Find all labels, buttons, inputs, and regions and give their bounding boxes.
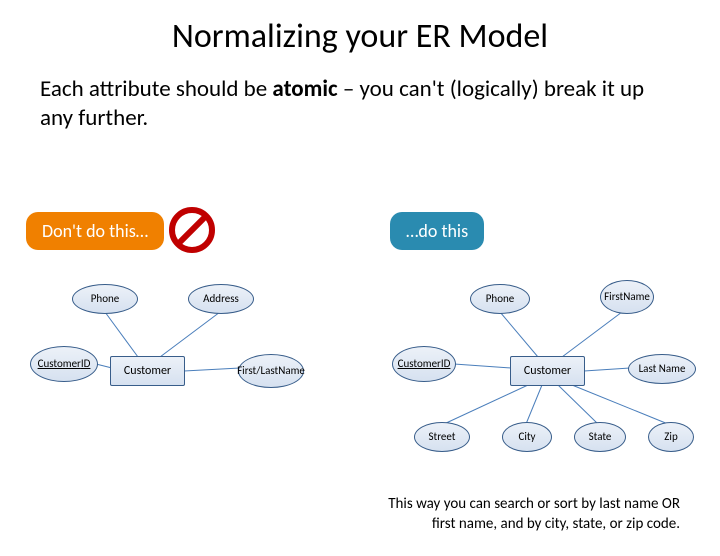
l-phone: Phone	[72, 284, 138, 314]
r-street: Street	[414, 422, 470, 452]
caption-line2: first name, and by city, state, or zip c…	[432, 515, 680, 533]
right-entity: Customer	[510, 356, 585, 386]
left-entity: Customer	[110, 356, 185, 386]
l-address: Address	[188, 284, 254, 314]
subtitle-bold: atomic	[272, 75, 337, 103]
r-custid: CustomerID	[392, 346, 456, 382]
subtitle-pre: Each attribute should be	[40, 75, 272, 103]
r-fname: FirstName	[600, 280, 654, 314]
caption: This way you can search or sort by last …	[320, 495, 680, 534]
subtitle: Each attribute should be atomic – you ca…	[40, 75, 680, 133]
l-name: First/LastName	[238, 354, 304, 388]
r-zip: Zip	[648, 422, 694, 452]
prohibit-icon	[168, 206, 216, 254]
caption-line1: This way you can search or sort by last …	[388, 495, 680, 513]
do-badge: …do this	[390, 212, 484, 250]
l-custid: CustomerID	[30, 346, 98, 382]
dont-badge: Don't do this…	[26, 212, 164, 250]
r-phone: Phone	[470, 284, 530, 314]
r-state: State	[574, 422, 626, 452]
r-lname: Last Name	[628, 354, 696, 384]
page-title: Normalizing your ER Model	[0, 16, 720, 57]
r-city: City	[502, 422, 552, 452]
